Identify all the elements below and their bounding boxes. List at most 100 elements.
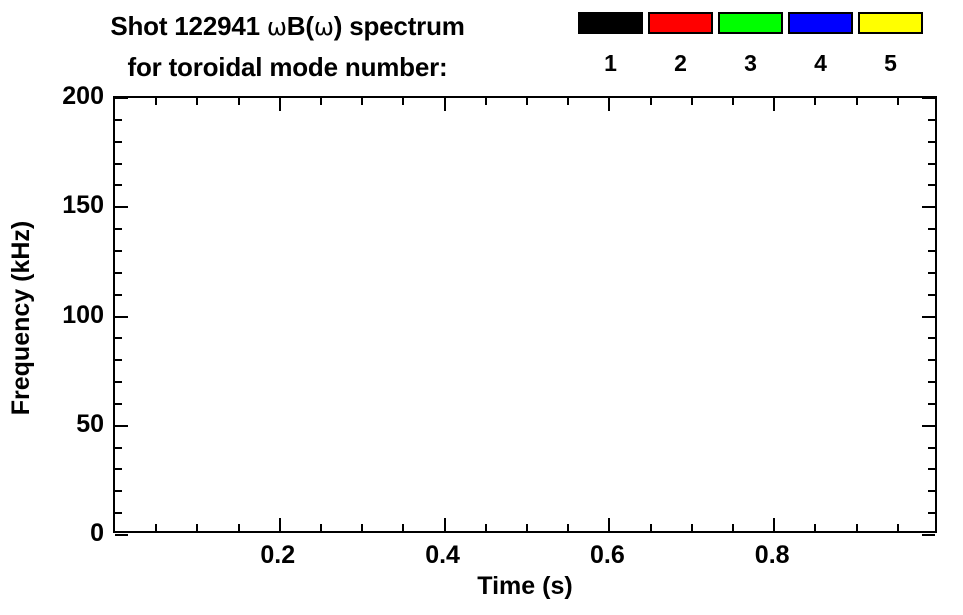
- legend-entry-1[interactable]: 1: [578, 12, 645, 90]
- y-tick-label-0: 0: [90, 519, 104, 547]
- omega-symbol-2: ω: [313, 13, 334, 41]
- x-minor-tick: [814, 524, 817, 531]
- x-major-tick: [443, 518, 446, 531]
- x-minor-tick: [732, 98, 734, 105]
- plot-area: [115, 98, 935, 531]
- y-major-tick: [922, 97, 935, 99]
- x-minor-tick: [361, 98, 364, 105]
- x-minor-tick: [855, 524, 858, 531]
- y-minor-tick: [928, 118, 935, 121]
- x-minor-tick: [526, 98, 528, 105]
- x-minor-tick: [855, 98, 858, 105]
- y-minor-tick: [115, 140, 122, 143]
- y-minor-tick: [115, 381, 122, 384]
- x-minor-tick: [155, 98, 158, 105]
- y-minor-tick: [928, 228, 935, 231]
- x-major-tick: [278, 518, 281, 531]
- legend-label-3: 3: [744, 50, 757, 76]
- x-major-tick: [608, 518, 611, 531]
- y-minor-tick: [928, 140, 935, 143]
- x-major-tick: [443, 98, 446, 111]
- x-minor-tick: [896, 524, 899, 531]
- y-major-tick: [922, 206, 935, 209]
- plot-frame: [113, 96, 937, 536]
- y-major-tick: [115, 97, 128, 99]
- x-minor-tick: [320, 98, 322, 105]
- y-minor-tick: [928, 381, 935, 384]
- y-minor-tick: [115, 402, 122, 405]
- x-minor-tick: [526, 524, 528, 531]
- y-minor-tick: [928, 249, 935, 252]
- x-major-tick: [773, 518, 776, 531]
- y-minor-tick: [115, 249, 122, 252]
- x-major-tick: [608, 98, 611, 111]
- y-minor-tick: [115, 184, 122, 187]
- y-minor-tick: [928, 293, 935, 296]
- legend-entry-5[interactable]: 5: [858, 12, 925, 90]
- x-axis-title: Time (s): [477, 572, 573, 600]
- legend-label-5: 5: [884, 50, 897, 76]
- x-minor-tick: [649, 98, 652, 105]
- x-minor-tick: [237, 98, 240, 105]
- x-tick-label-0.4: 0.4: [425, 541, 460, 569]
- y-minor-tick: [928, 184, 935, 187]
- y-major-tick: [115, 534, 128, 536]
- x-tick-label-0.6: 0.6: [590, 541, 625, 569]
- y-minor-tick: [115, 337, 122, 340]
- chart-title-line-1: Shot 122941 ωB(ω) spectrum: [0, 6, 575, 47]
- x-minor-tick: [196, 524, 199, 531]
- y-major-tick: [922, 315, 935, 318]
- legend-entry-4[interactable]: 4: [788, 12, 855, 90]
- legend: 1 2 3 4 5: [578, 12, 928, 90]
- y-minor-tick: [928, 468, 935, 471]
- y-minor-tick: [928, 359, 935, 362]
- y-minor-tick: [928, 490, 935, 493]
- y-major-tick: [115, 206, 128, 209]
- legend-entry-2[interactable]: 2: [648, 12, 715, 90]
- y-minor-tick: [115, 228, 122, 231]
- y-minor-tick: [928, 446, 935, 449]
- y-minor-tick: [115, 118, 122, 121]
- legend-swatch-3: [718, 12, 783, 34]
- y-minor-tick: [115, 468, 122, 471]
- legend-swatch-4: [788, 12, 853, 34]
- x-minor-tick: [649, 524, 652, 531]
- y-tick-label-150: 150: [62, 191, 104, 220]
- legend-swatch-5: [858, 12, 923, 34]
- x-minor-tick: [814, 98, 817, 105]
- y-minor-tick: [115, 359, 122, 362]
- y-minor-tick: [115, 490, 122, 493]
- x-minor-tick: [896, 98, 899, 105]
- x-minor-tick: [484, 524, 487, 531]
- x-major-tick: [773, 98, 776, 111]
- legend-label-4: 4: [814, 50, 827, 76]
- y-minor-tick: [928, 271, 935, 274]
- y-axis-tick-labels: 0 50 100 150 200: [18, 84, 104, 546]
- x-minor-tick: [484, 98, 487, 105]
- y-minor-tick: [115, 271, 122, 274]
- x-minor-tick: [196, 98, 199, 105]
- legend-swatch-2: [648, 12, 713, 34]
- chart-title-line-2: for toroidal mode number:: [127, 52, 448, 82]
- y-major-tick: [922, 534, 935, 536]
- x-minor-tick: [402, 524, 405, 531]
- omega-symbol-1: ω: [266, 13, 287, 41]
- title-spectrum-text: ) spectrum: [333, 11, 465, 41]
- y-major-tick: [922, 424, 935, 427]
- x-minor-tick: [732, 524, 734, 531]
- y-minor-tick: [115, 512, 122, 515]
- y-tick-label-200: 200: [62, 82, 104, 110]
- x-minor-tick: [567, 98, 570, 105]
- y-minor-tick: [928, 512, 935, 515]
- x-tick-label-0.8: 0.8: [754, 541, 790, 569]
- x-minor-tick: [320, 524, 322, 531]
- x-minor-tick: [690, 524, 693, 531]
- y-tick-label-50: 50: [76, 409, 104, 438]
- y-minor-tick: [115, 446, 122, 449]
- x-axis-tick-labels: 0.2 0.4 0.6 0.8: [113, 543, 937, 573]
- y-minor-tick: [928, 337, 935, 340]
- x-minor-tick: [155, 524, 158, 531]
- legend-entry-3[interactable]: 3: [718, 12, 785, 90]
- y-major-tick: [115, 424, 128, 427]
- x-tick-label-0.2: 0.2: [260, 541, 296, 569]
